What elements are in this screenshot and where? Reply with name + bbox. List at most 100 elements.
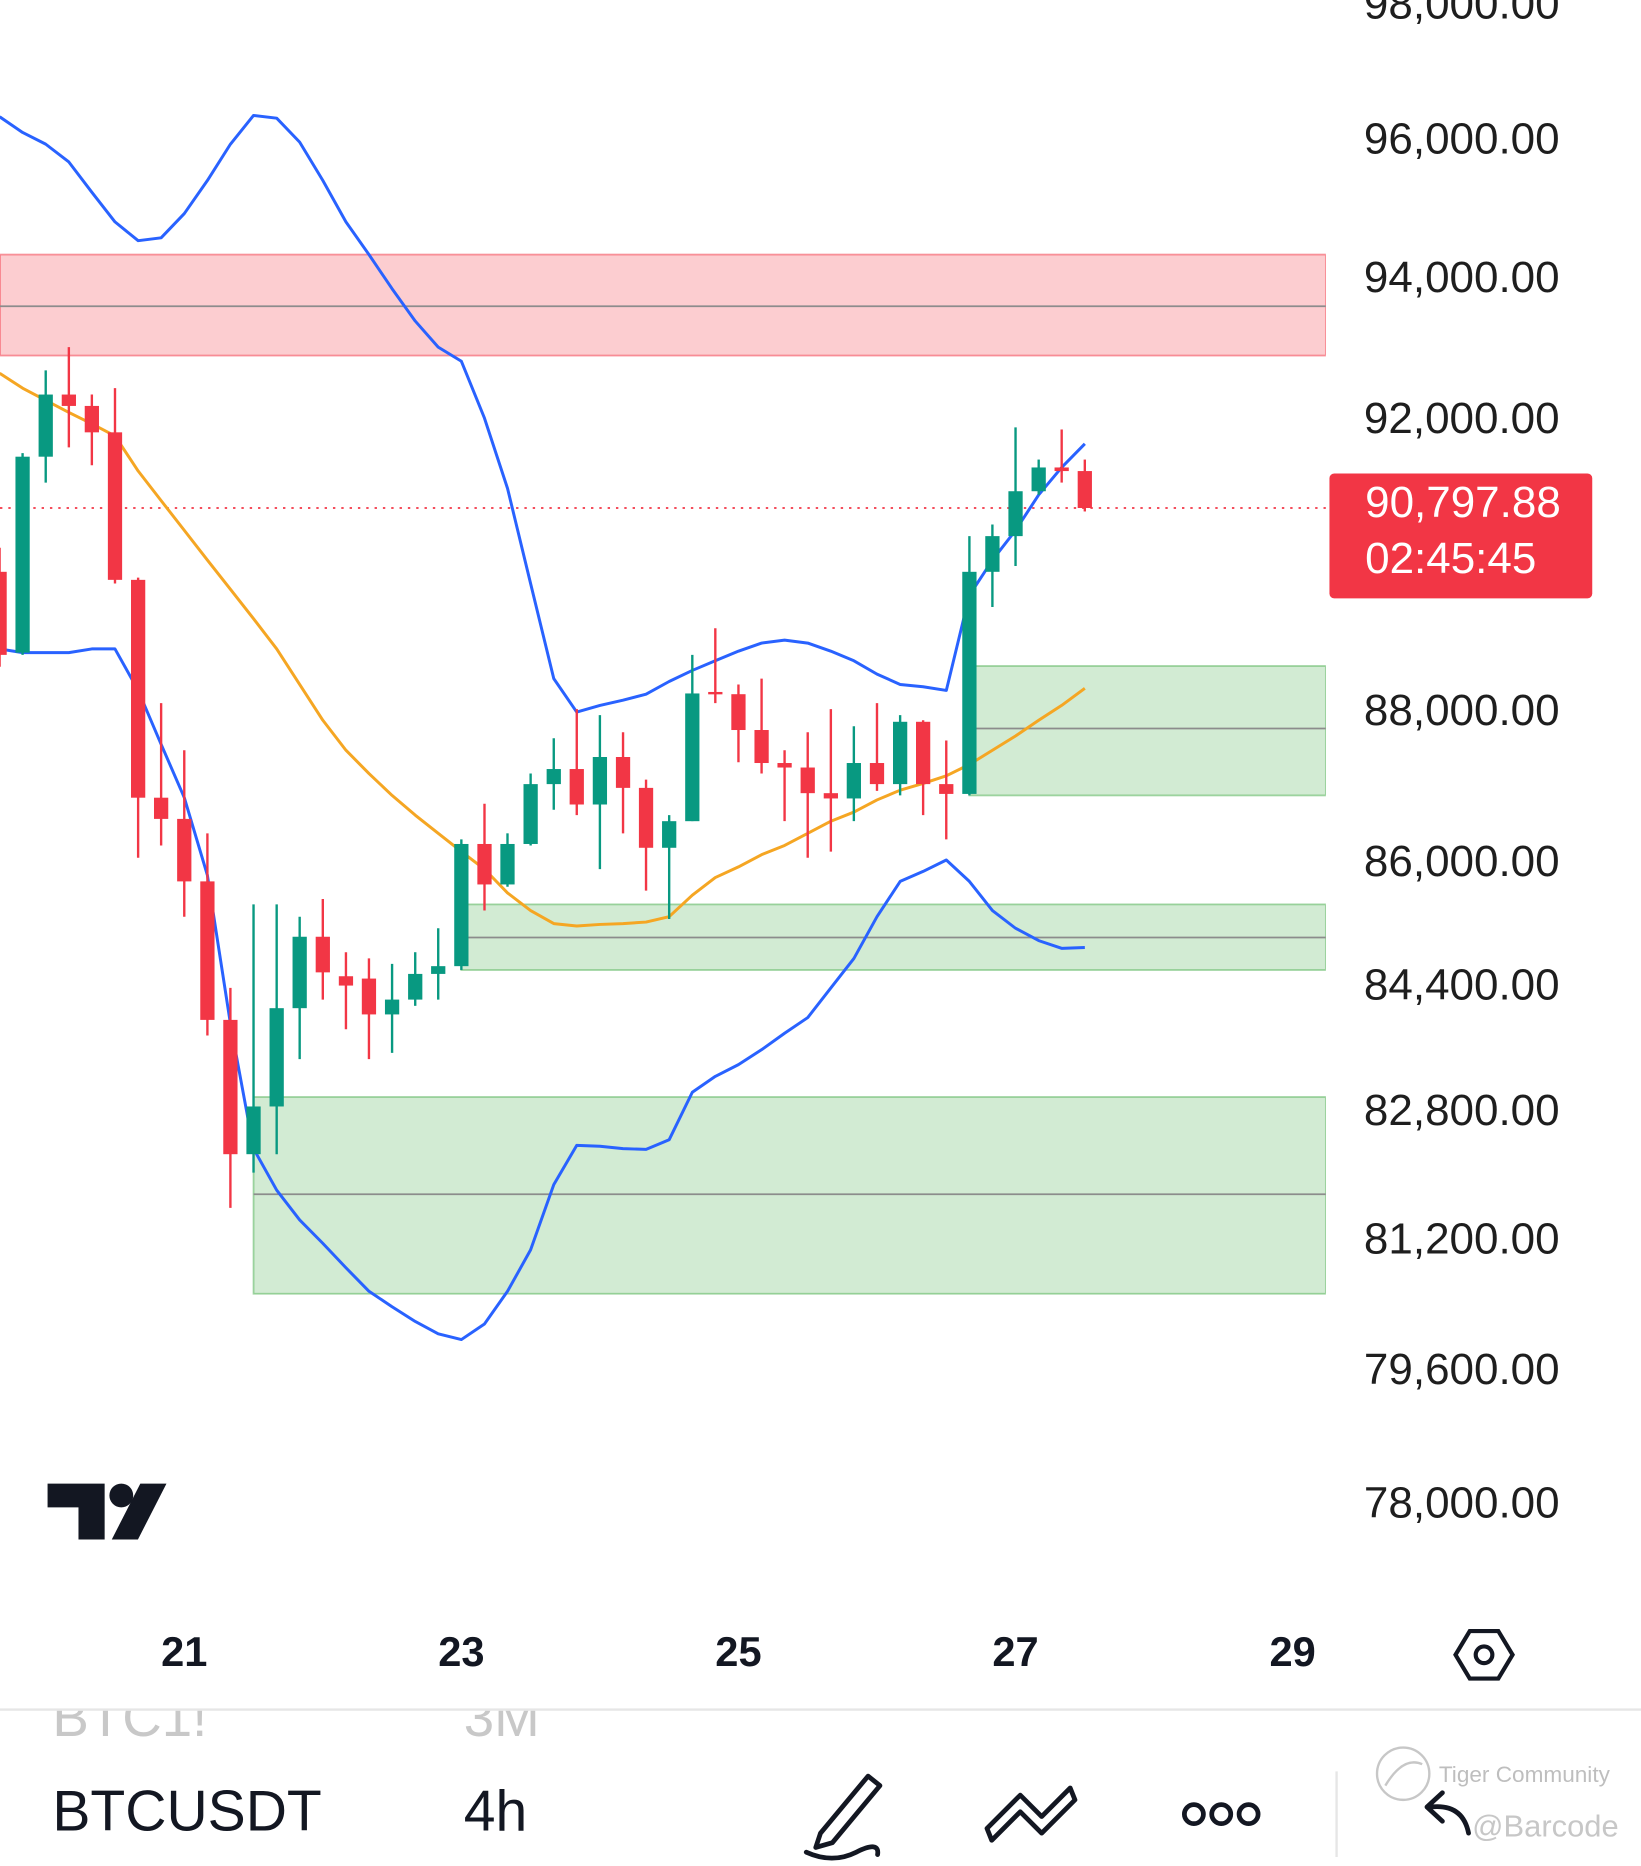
- candle-body: [107, 432, 123, 580]
- candle-body: [939, 784, 954, 794]
- candle-body: [893, 721, 908, 785]
- candle-body: [431, 966, 446, 974]
- price-axis: 98,000.00 96,000.00 94,000.00 92,000.00 88,0…: [161, 0, 1593, 1675]
- y-tick-label: 94,000.00: [1364, 253, 1560, 302]
- candle-body: [292, 936, 307, 1009]
- candle-body: [61, 394, 76, 406]
- candle-body: [153, 797, 169, 819]
- candle-body: [246, 1106, 261, 1155]
- x-tick-label: 27: [992, 1628, 1038, 1675]
- candle-body: [731, 694, 746, 731]
- candle-body: [915, 721, 931, 785]
- candle-body: [962, 571, 977, 794]
- toolbar: BTC1! 3M: [52, 1686, 540, 1748]
- zone: [968, 665, 1326, 797]
- zone: [0, 253, 1326, 357]
- more-button[interactable]: [1181, 1802, 1261, 1827]
- zone: [252, 1096, 1326, 1295]
- pencil-stroke: [803, 1844, 881, 1861]
- candle-body: [15, 456, 30, 653]
- candle-body: [1077, 471, 1092, 509]
- candle-body: [0, 571, 7, 655]
- candle-body: [84, 405, 99, 433]
- undo-button[interactable]: [1424, 1790, 1471, 1836]
- candle-body: [685, 693, 700, 822]
- settings-center: [1473, 1644, 1495, 1666]
- plot-area: [0, 113, 1326, 1342]
- overlay-line: [0, 113, 1086, 714]
- candle-body: [177, 818, 192, 882]
- more-dot: [1181, 1802, 1206, 1827]
- overlay-line: [0, 647, 1085, 1342]
- candle-body: [523, 784, 538, 844]
- watermark-handle: @Barcode: [1472, 1809, 1619, 1844]
- symbol[interactable]: BTCUSDT: [52, 1779, 321, 1843]
- candle-body: [1054, 467, 1069, 472]
- y-tick-label: 82,800.00: [1364, 1086, 1560, 1135]
- watermark: Tiger Community @Barcode: [1375, 1746, 1619, 1844]
- candle-body: [985, 536, 1000, 572]
- draw-button[interactable]: [803, 1773, 883, 1861]
- candle-body: [546, 769, 561, 785]
- tv-logo: [47, 1483, 167, 1540]
- logo-dot: [109, 1483, 134, 1508]
- faded-interval: 3M: [464, 1686, 540, 1748]
- y-tick-label: 81,200.00: [1364, 1214, 1560, 1263]
- candle-body: [338, 976, 354, 986]
- candle-body: [754, 730, 769, 764]
- x-tick-label: 21: [161, 1628, 207, 1675]
- x-tick-label: 29: [1269, 1628, 1315, 1675]
- indicators-icon: [984, 1785, 1078, 1843]
- candle-body: [569, 769, 584, 805]
- settings-hexagon: [1453, 1628, 1516, 1681]
- undo-icon: [1424, 1790, 1471, 1836]
- candle-body: [269, 1008, 284, 1107]
- x-tick-label: 23: [438, 1628, 484, 1675]
- candle-body: [361, 978, 377, 1015]
- candle-body: [315, 936, 330, 973]
- last-price-box: [1329, 473, 1593, 599]
- y-tick-label: 92,000.00: [1364, 394, 1560, 443]
- y-tick-label: 84,400.00: [1364, 961, 1560, 1010]
- y-tick-label: 86,000.00: [1364, 837, 1560, 886]
- watermark-logo: [1375, 1746, 1431, 1802]
- candle-body: [823, 793, 838, 799]
- faded-symbol: BTC1!: [52, 1686, 207, 1748]
- candle-body: [615, 757, 631, 788]
- candle-body: [662, 821, 677, 848]
- candle-body: [869, 763, 885, 785]
- candle-body: [800, 767, 815, 794]
- more-dot: [1236, 1802, 1261, 1827]
- y-tick-label: 79,600.00: [1364, 1345, 1560, 1394]
- y-tick-label: 98,000.00: [1364, 0, 1560, 28]
- logo-slash: [111, 1483, 167, 1540]
- candle-body: [200, 881, 215, 1020]
- x-tick-label: 25: [715, 1628, 761, 1675]
- y-tick-label: 88,000.00: [1364, 686, 1560, 735]
- candle-body: [777, 763, 792, 768]
- candle-body: [708, 691, 723, 695]
- candle-body: [500, 843, 515, 885]
- candle-body: [384, 999, 400, 1015]
- candle-body: [477, 843, 492, 885]
- pencil-icon: [813, 1773, 883, 1850]
- candle-body: [408, 973, 423, 1000]
- logo-t: [47, 1483, 105, 1540]
- overlay-line: [0, 372, 1086, 928]
- candle-body: [1031, 467, 1046, 492]
- countdown-label: 02:45:45: [1365, 534, 1536, 583]
- y-tick-label: 78,000.00: [1364, 1478, 1560, 1527]
- y-tick-label: 96,000.00: [1364, 115, 1560, 164]
- candle-body: [1008, 491, 1023, 537]
- candle-body: [454, 843, 469, 967]
- watermark-logo-mark: [1384, 1761, 1423, 1787]
- watermark-brand: Tiger Community: [1439, 1762, 1611, 1787]
- interval[interactable]: 4h: [464, 1779, 527, 1843]
- candle-body: [846, 763, 861, 799]
- indicators-button[interactable]: [984, 1785, 1078, 1843]
- settings-button[interactable]: [1453, 1628, 1516, 1681]
- candle-body: [131, 579, 146, 798]
- candle-body: [592, 757, 608, 805]
